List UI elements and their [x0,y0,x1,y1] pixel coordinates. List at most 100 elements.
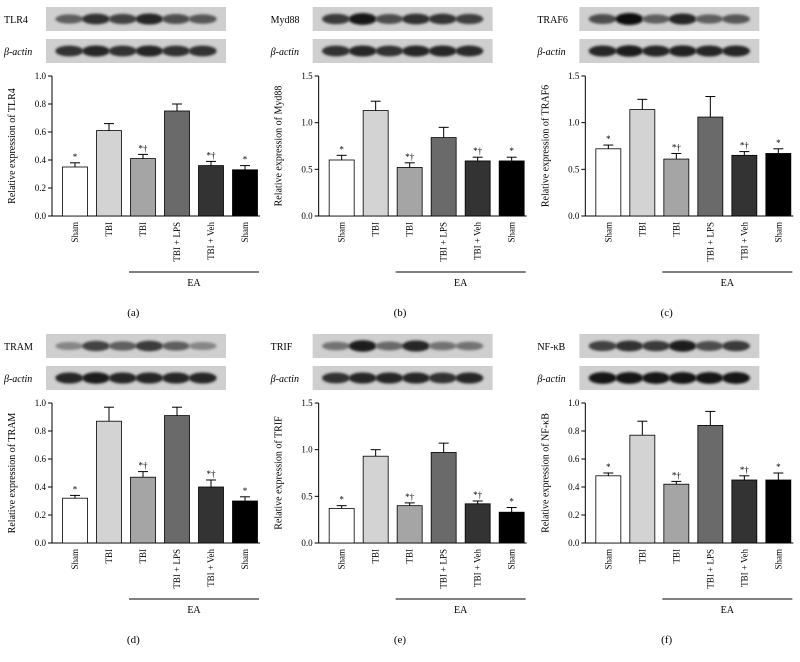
blot-band [615,13,644,25]
blot-band [722,14,750,24]
x-tick-label: TBI + Veh [739,549,749,587]
blot-band [188,372,217,384]
blot-band [135,340,164,352]
blot-band [135,45,164,57]
blot-band [322,13,350,25]
bar-2 [663,158,690,217]
significance-marker: *† [672,470,682,480]
panel-label: (c) [661,307,674,319]
bar-4 [464,503,491,544]
bar-series: * Sham TBI *† TBI TBI + LPS *† TBI + Veh * Sham [328,442,525,589]
blot-protein-label: NF-κB [537,342,565,353]
y-tick-label: 0.0 [301,538,313,548]
y-tick-label: 0.2 [35,183,46,193]
significance-marker: * [509,146,514,156]
bar-3 [697,424,724,544]
significance-marker: * [243,155,248,165]
significance-marker: *† [740,465,750,475]
x-tick-label: Sham [603,222,613,243]
blot-band [162,341,190,351]
blot-band [135,13,164,25]
panel-label: (a) [127,307,140,319]
blot-band [668,45,697,57]
y-tick-label: 0.2 [35,510,46,520]
significance-marker: * [776,138,781,148]
blot-protein-label: TLR4 [4,15,28,26]
blot-band [588,14,617,24]
group-label: EA [187,278,201,289]
blot-actin-label: β-actin [536,374,565,385]
blot-band [455,13,484,25]
blot-band [82,13,110,25]
blot-band [162,14,190,24]
blot-band [668,372,697,384]
y-tick-label: 0.0 [301,211,313,221]
y-tick-label: 0.0 [35,211,47,221]
blot-band [615,340,644,352]
x-tick-label: TBI + Veh [473,222,483,260]
blot-band [55,341,84,351]
x-tick-label: Sham [70,222,80,243]
blot-strip-actin [579,39,760,63]
blot-band [108,341,137,351]
panel-label: (e) [394,634,407,646]
bar-0 [62,497,88,544]
blot-band [668,340,697,352]
blot-band [135,372,164,384]
x-tick-label: TBI [371,222,381,237]
bar-1 [96,130,122,217]
blot-band [588,45,617,57]
y-tick-label: 0.0 [568,211,580,221]
y-tick-label: 0.6 [568,454,580,464]
y-tick-label: 1.0 [568,118,580,128]
significance-marker: * [606,462,611,472]
panel-e: TRIF β-actin 0.0 0.5 1.0 1.5 Relative expressi… [270,334,527,646]
x-tick-label: TBI [405,222,415,237]
y-tick-label: 0.4 [35,155,47,165]
significance-marker: *† [139,461,149,471]
y-tick-label: 0.8 [35,426,47,436]
bar-series: * Sham TBI *† TBI TBI + LPS *† TBI + Veh * Sham [595,96,792,262]
bar-5 [232,500,258,544]
y-tick-label: 0.4 [568,482,580,492]
blot-band [428,45,457,57]
y-tick-label: 0.6 [35,127,47,137]
significance-marker: *† [473,490,483,500]
y-axis-label: Relative expression of TRAM [7,413,18,534]
x-tick-label: TBI [138,222,148,237]
bar-2 [396,505,423,544]
blot-band [615,372,644,384]
blot-band [642,14,670,24]
blot-band [348,45,377,57]
x-tick-label: TBI [371,549,381,564]
y-tick-label: 1.0 [301,445,313,455]
x-tick-label: Sham [337,549,347,570]
significance-marker: * [73,152,78,162]
x-tick-label: TBI [637,222,647,237]
y-tick-label: 1.5 [301,71,313,81]
y-tick-label: 0.5 [301,164,313,174]
x-tick-label: TBI [104,222,114,237]
x-tick-label: Sham [773,222,783,243]
bar-4 [731,479,758,544]
panel-label: (d) [127,634,140,646]
bar-1 [362,455,389,544]
y-axis-label: Relative expression of TRIF [274,416,285,530]
group-label: EA [721,605,735,616]
blot-band [82,45,110,57]
blot-band [375,341,404,351]
panel-f: NF-κB β-actin 0.0 0.2 0.4 0.6 0.8 1.0 Relative e… [536,334,794,646]
blot-band [55,372,84,384]
blot-band [695,14,724,24]
bar-3 [164,110,190,217]
x-tick-label: TBI + LPS [705,549,715,589]
bar-2 [663,483,690,544]
significance-marker: * [73,484,78,494]
blot-band [402,372,430,384]
blot-strip-protein [579,7,760,31]
blot-band [722,45,750,57]
bar-2 [130,158,156,217]
y-axis-label: Relative expression of Myd88 [274,86,285,207]
y-axis-label: Relative expression of TLR4 [7,88,18,204]
blot-strip-actin [312,366,493,390]
